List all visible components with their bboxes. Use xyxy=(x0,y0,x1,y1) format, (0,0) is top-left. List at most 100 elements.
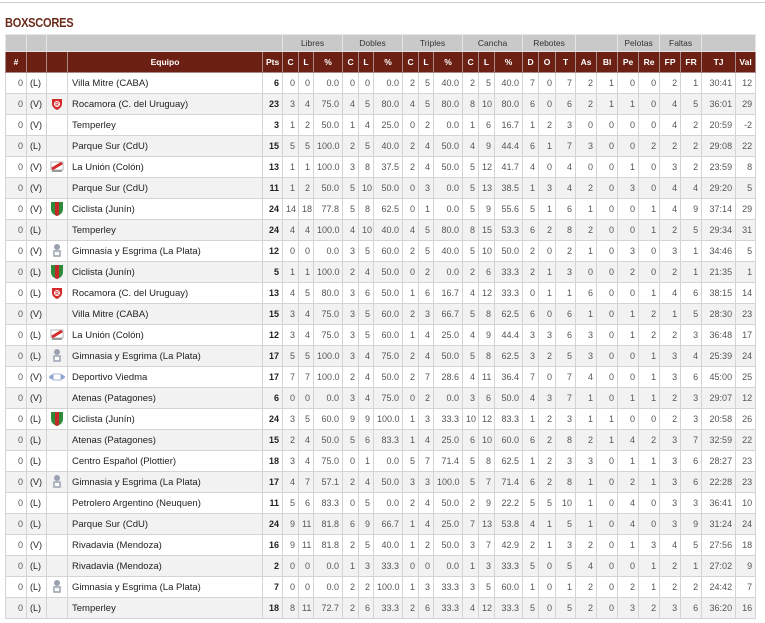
cell-team[interactable]: Temperley xyxy=(67,597,263,619)
cell-dobles-pct: 60.0 xyxy=(373,324,404,346)
cell-libres-pct: 50.0 xyxy=(313,177,344,199)
cell-reb-d: 2 xyxy=(522,534,540,556)
cell-tiempo-jugado: 29:08 xyxy=(701,135,737,157)
column-header-16[interactable]: % xyxy=(494,51,524,73)
cell-libres-c: 0 xyxy=(282,387,300,409)
column-header-5[interactable]: C xyxy=(282,51,300,73)
column-header-1[interactable] xyxy=(26,51,47,73)
cell-dobles-c: 2 xyxy=(342,597,360,619)
cell-reb-d: 0 xyxy=(522,282,540,304)
cell-bloqueos: 0 xyxy=(596,492,619,514)
cell-dobles-pct: 50.0 xyxy=(373,471,404,493)
cell-team[interactable]: Rocamora (C. del Uruguay) xyxy=(67,282,263,304)
cell-libres-c: 3 xyxy=(282,93,300,115)
cell-pelotas-perdidas: 0 xyxy=(617,555,640,577)
column-header-19[interactable]: T xyxy=(555,51,577,73)
cell-triples-pct: 50.0 xyxy=(433,135,464,157)
column-header-8[interactable]: C xyxy=(342,51,360,73)
column-header-23[interactable]: Re xyxy=(638,51,661,73)
cell-team[interactable]: Centro Español (Plottier) xyxy=(67,450,263,472)
column-header-20[interactable]: As xyxy=(575,51,598,73)
column-header-12[interactable]: L xyxy=(418,51,435,73)
cell-faltas-recibidas: 9 xyxy=(680,513,703,535)
cell-team[interactable]: Petrolero Argentino (Neuquen) xyxy=(67,492,263,514)
cell-team[interactable]: Atenas (Patagones) xyxy=(67,429,263,451)
cell-team[interactable]: Parque Sur (CdU) xyxy=(67,513,263,535)
cell-team[interactable]: Ciclista (Junín) xyxy=(67,261,263,283)
cell-team[interactable]: Rocamora (C. del Uruguay) xyxy=(67,93,263,115)
column-header-27[interactable]: Val xyxy=(735,51,757,73)
cell-side: (V) xyxy=(26,387,47,409)
cell-pelotas-perdidas: 4 xyxy=(617,492,640,514)
cell-dobles-l: 4 xyxy=(358,366,375,388)
cell-num: 0 xyxy=(5,408,27,430)
cell-team[interactable]: Rivadavia (Mendoza) xyxy=(67,534,263,556)
cell-team[interactable]: Gimnasia y Esgrima (La Plata) xyxy=(67,471,263,493)
cell-team[interactable]: La Unión (Colón) xyxy=(67,324,263,346)
table-row: 0 (V) Gimnasia y Esgrima (La Plata) 17 4 7 57.… xyxy=(5,471,757,493)
column-header-17[interactable]: D xyxy=(522,51,540,73)
cell-pelotas-perdidas: 1 xyxy=(617,303,640,325)
cell-pelotas-perdidas: 0 xyxy=(617,198,640,220)
cell-libres-pct: 0.0 xyxy=(313,387,344,409)
cell-logo xyxy=(46,72,68,94)
cell-team[interactable]: Villa Mitre (CABA) xyxy=(67,303,263,325)
cell-team[interactable]: Ciclista (Junín) xyxy=(67,408,263,430)
cell-libres-c: 3 xyxy=(282,324,300,346)
table-row: 0 (L) Ciclista (Junín) 24 3 5 60.0 9 9 100.0 1 3 33.… xyxy=(5,408,757,430)
cell-team[interactable]: Parque Sur (CdU) xyxy=(67,135,263,157)
cell-team[interactable]: Atenas (Patagones) xyxy=(67,387,263,409)
cell-side: (L) xyxy=(26,429,47,451)
column-header-11[interactable]: C xyxy=(402,51,420,73)
cell-triples-l: 2 xyxy=(418,114,435,136)
cell-team[interactable]: Parque Sur (CdU) xyxy=(67,177,263,199)
column-header-15[interactable]: L xyxy=(478,51,496,73)
column-header-0[interactable]: # xyxy=(5,51,27,73)
cell-triples-c: 0 xyxy=(402,387,420,409)
column-header-2[interactable] xyxy=(46,51,68,73)
column-header-7[interactable]: % xyxy=(313,51,344,73)
cell-team[interactable]: La Unión (Colón) xyxy=(67,156,263,178)
cell-triples-pct: 0.0 xyxy=(433,261,464,283)
cell-faltas-personales: 2 xyxy=(659,576,682,598)
cell-triples-pct: 100.0 xyxy=(433,471,464,493)
cell-libres-l: 2 xyxy=(298,177,315,199)
cell-team[interactable]: Villa Mitre (CABA) xyxy=(67,72,263,94)
column-header-25[interactable]: FR xyxy=(680,51,703,73)
table-row: 0 (L) Temperley 18 8 11 72.7 2 6 33.3 2 6 33.3 4 12 33.… xyxy=(5,597,757,619)
cell-cancha-c: 8 xyxy=(462,93,480,115)
cell-libres-l: 7 xyxy=(298,471,315,493)
cell-triples-l: 5 xyxy=(418,72,435,94)
cell-cancha-l: 9 xyxy=(478,135,496,157)
column-header-18[interactable]: O xyxy=(538,51,557,73)
column-header-9[interactable]: L xyxy=(358,51,375,73)
cell-triples-c: 2 xyxy=(402,366,420,388)
cell-team[interactable]: Gimnasia y Esgrima (La Plata) xyxy=(67,240,263,262)
column-header-6[interactable]: L xyxy=(298,51,315,73)
column-header-10[interactable]: % xyxy=(373,51,404,73)
cell-team[interactable]: Temperley xyxy=(67,114,263,136)
cell-reb-d: 2 xyxy=(522,261,540,283)
cell-team[interactable]: Temperley xyxy=(67,219,263,241)
rocamora-logo-icon: R xyxy=(50,287,64,299)
cell-team[interactable]: Deportivo Viedma xyxy=(67,366,263,388)
group-header-blank-8 xyxy=(575,34,619,52)
cell-team[interactable]: Rivadavia (Mendoza) xyxy=(67,555,263,577)
column-header-26[interactable]: TJ xyxy=(701,51,737,73)
column-header-21[interactable]: Bl xyxy=(596,51,619,73)
column-header-14[interactable]: C xyxy=(462,51,480,73)
cell-team[interactable]: Gimnasia y Esgrima (La Plata) xyxy=(67,576,263,598)
column-header-22[interactable]: Pe xyxy=(617,51,640,73)
column-header-24[interactable]: FP xyxy=(659,51,682,73)
column-header-4[interactable]: Pts xyxy=(261,51,284,73)
column-header-13[interactable]: % xyxy=(433,51,464,73)
cell-libres-c: 0 xyxy=(282,555,300,577)
cell-reb-d: 4 xyxy=(522,513,540,535)
cell-team[interactable]: Ciclista (Junín) xyxy=(67,198,263,220)
cell-team[interactable]: Gimnasia y Esgrima (La Plata) xyxy=(67,345,263,367)
cell-reb-o: 2 xyxy=(538,450,557,472)
group-header-triples: Triples xyxy=(402,34,464,52)
cell-pts: 18 xyxy=(261,450,284,472)
column-header-3[interactable]: Equipo xyxy=(67,51,263,73)
cell-asistencias: 1 xyxy=(575,198,598,220)
